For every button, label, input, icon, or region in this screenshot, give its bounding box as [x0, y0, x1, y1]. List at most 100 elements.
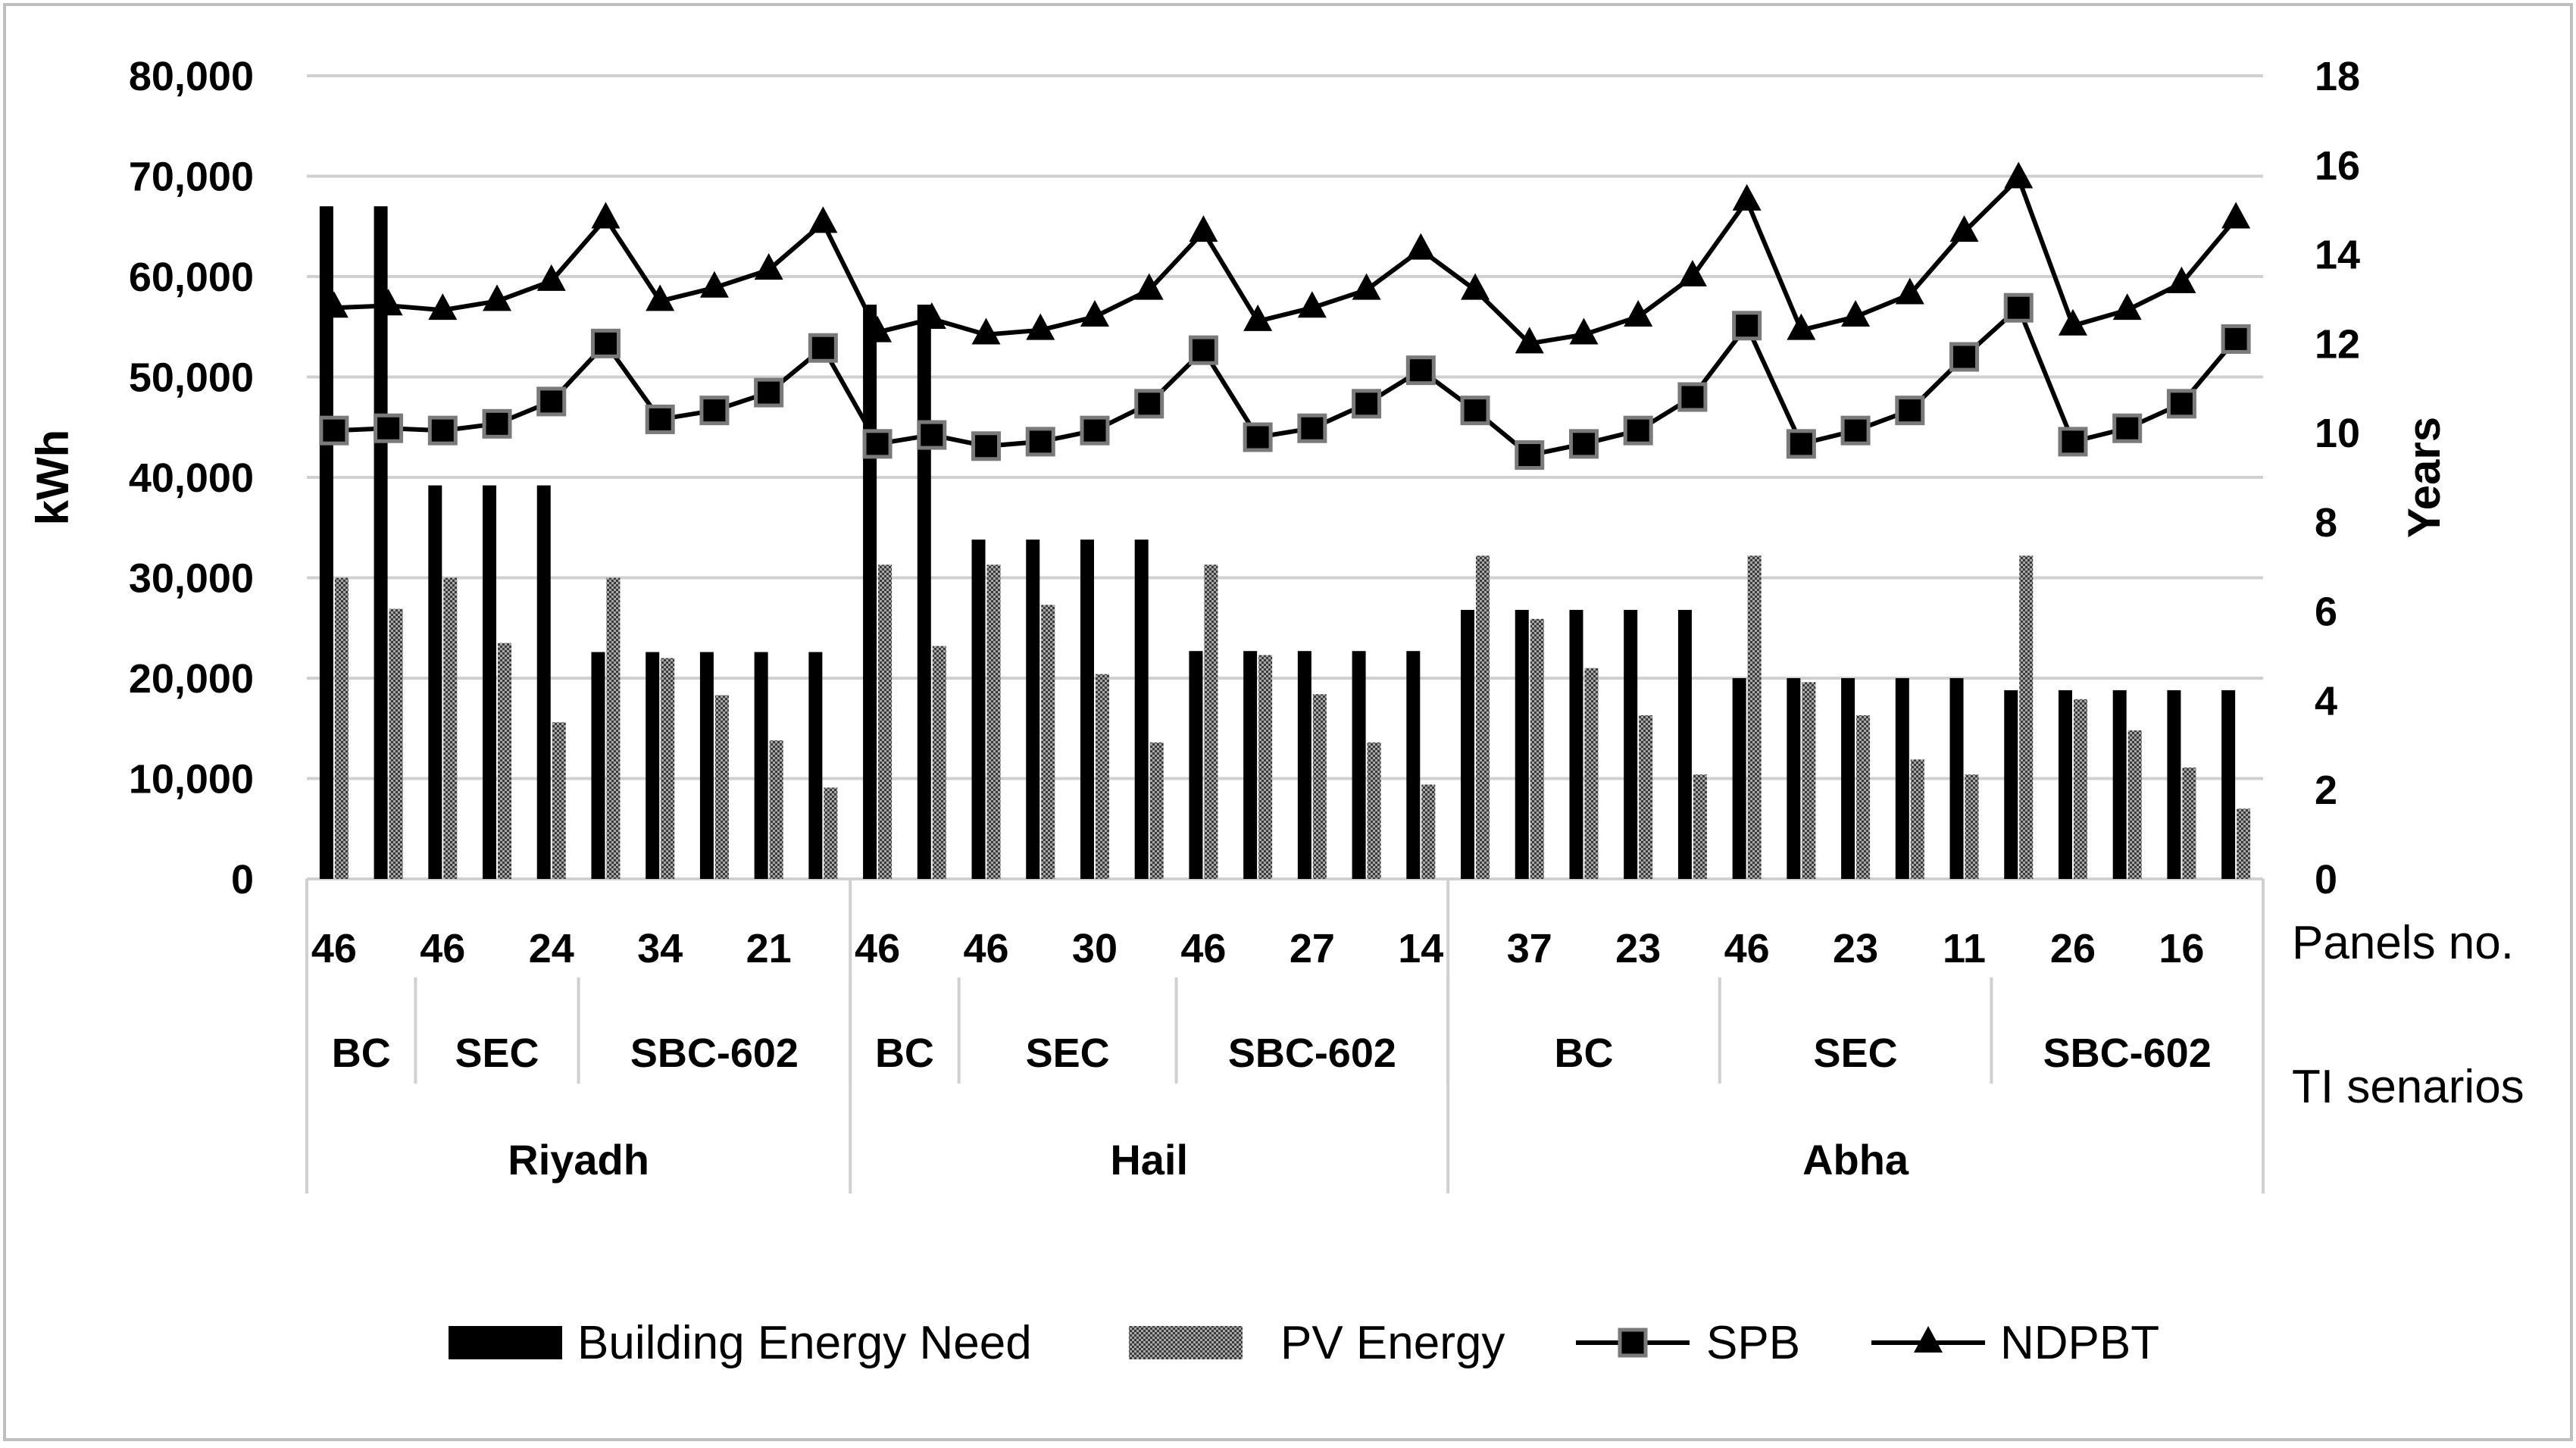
- bar-building-energy-need: [699, 652, 714, 879]
- marker-spb: [374, 413, 404, 443]
- marker-ndpbt: [1677, 260, 1707, 286]
- bar-pv-energy: [1965, 774, 1979, 879]
- marker-spb: [1188, 335, 1218, 365]
- bar-building-energy-need: [2004, 690, 2018, 879]
- bar-pv-energy: [1693, 774, 1707, 879]
- marker-spb: [1786, 429, 1816, 459]
- bar-building-energy-need: [1515, 609, 1529, 879]
- marker-ndpbt: [591, 202, 621, 229]
- bar-pv-energy: [769, 740, 783, 879]
- marker-ndpbt: [428, 293, 458, 321]
- y-axis-left: 0 10,000 20,000 30,000 40,000 50,000 60,000 70,…: [129, 54, 254, 902]
- marker-spb: [2166, 389, 2196, 419]
- scenario-label: BC: [332, 1030, 391, 1076]
- marker-ndpbt: [319, 291, 349, 318]
- marker-ndpbt: [483, 284, 512, 311]
- bar-building-energy-need: [1787, 678, 1801, 879]
- bar-building-energy-need: [1243, 651, 1258, 879]
- bar-pv-energy: [443, 577, 458, 879]
- marker-spb: [1568, 429, 1599, 459]
- bar-building-energy-need: [2058, 690, 2072, 879]
- marker-ndpbt: [1569, 317, 1599, 345]
- marker-spb: [427, 415, 458, 446]
- bar-building-energy-need: [536, 485, 551, 879]
- bar-building-energy-need: [1297, 651, 1311, 879]
- y-tick-label: 20,000: [129, 656, 254, 702]
- y-tick-label: 40,000: [129, 455, 254, 501]
- category-axis: 46 46 24 34 21 46 46 30 46 27 14 37 23 46 23 11 26 16 BC SE…: [305, 879, 2265, 1193]
- legend-marker-spb: [1618, 1328, 1648, 1358]
- y-tick-label: 10,000: [129, 757, 254, 802]
- marker-spb: [1732, 311, 1762, 341]
- scenario-label: SBC-602: [1228, 1030, 1396, 1076]
- marker-spb: [645, 404, 675, 434]
- marker-ndpbt: [2004, 161, 2034, 189]
- bar-pv-energy: [334, 577, 349, 879]
- marker-ndpbt: [1406, 233, 1436, 260]
- marker-spb: [1677, 382, 1708, 412]
- bar-pv-energy: [2073, 699, 2087, 879]
- marker-ndpbt: [863, 315, 893, 342]
- city-label: Hail: [1110, 1136, 1188, 1184]
- scenario-label: BC: [1554, 1030, 1613, 1076]
- scenario-label: SEC: [455, 1030, 539, 1076]
- bar-building-energy-need: [591, 652, 605, 879]
- bar-pv-energy: [2019, 555, 2034, 879]
- bar-building-energy-need: [1841, 678, 1855, 879]
- line-ndpbt: [333, 174, 2238, 346]
- bar-building-energy-need: [1569, 609, 1583, 879]
- y2-axis-title: Years: [2399, 417, 2449, 538]
- bar-building-energy-need: [1461, 609, 1475, 879]
- scenario-label: BC: [875, 1030, 934, 1076]
- marker-spb: [482, 408, 512, 439]
- panel-label: 21: [746, 926, 792, 971]
- bar-building-energy-need: [1026, 539, 1040, 879]
- marker-spb: [754, 377, 784, 408]
- panel-label: 34: [637, 926, 683, 971]
- marker-spb: [917, 420, 947, 450]
- scenario-label: SEC: [1814, 1030, 1898, 1076]
- legend-label-pv-energy: PV Energy: [1280, 1317, 1505, 1369]
- bar-pv-energy: [661, 658, 675, 879]
- bar-building-energy-need: [1949, 678, 1964, 879]
- y2-tick-label: 4: [2315, 678, 2337, 724]
- bar-pv-energy: [1910, 759, 1924, 879]
- bar-building-energy-need: [2167, 690, 2181, 879]
- bar-pv-energy: [2127, 730, 2142, 879]
- bar-pv-energy: [714, 695, 729, 879]
- bar-pv-energy: [2237, 808, 2251, 879]
- panel-label: 16: [2159, 926, 2204, 971]
- y-tick-label: 80,000: [129, 54, 254, 99]
- y2-tick-label: 18: [2315, 54, 2360, 99]
- y-tick-label: 0: [231, 857, 254, 902]
- marker-ndpbt: [1026, 313, 1055, 340]
- bar-building-energy-need: [1895, 678, 1909, 879]
- marker-ndpbt: [1787, 313, 1816, 340]
- y2-tick-label: 16: [2315, 143, 2360, 189]
- bar-building-energy-need: [2221, 690, 2236, 879]
- marker-ndpbt: [917, 302, 946, 329]
- marker-ndpbt: [971, 317, 1001, 345]
- marker-ndpbt: [1352, 273, 1381, 300]
- marker-ndpbt: [2112, 293, 2142, 321]
- bar-building-energy-need: [1677, 609, 1692, 879]
- marker-ndpbt: [1732, 183, 1762, 211]
- city-label: Riyadh: [508, 1136, 649, 1184]
- panel-label: 26: [2050, 926, 2096, 971]
- legend: Building Energy Need PV Energy SPB NDPBT: [449, 1317, 2159, 1369]
- bar-building-energy-need: [646, 652, 660, 879]
- gridlines: [307, 74, 2263, 880]
- bar-pv-energy: [1476, 555, 1490, 879]
- series-lines: [319, 161, 2251, 471]
- bar-pv-energy: [498, 643, 512, 879]
- bar-building-energy-need: [2112, 690, 2127, 879]
- panel-label: 46: [1724, 926, 1770, 971]
- marker-ndpbt: [699, 271, 729, 298]
- panel-label: 23: [1833, 926, 1878, 971]
- marker-spb: [1134, 389, 1165, 419]
- marker-ndpbt: [808, 206, 838, 233]
- panels-title: Panels no.: [2292, 917, 2514, 969]
- marker-ndpbt: [1243, 304, 1273, 331]
- bar-pv-energy: [552, 722, 566, 879]
- marker-ndpbt: [1949, 215, 1979, 242]
